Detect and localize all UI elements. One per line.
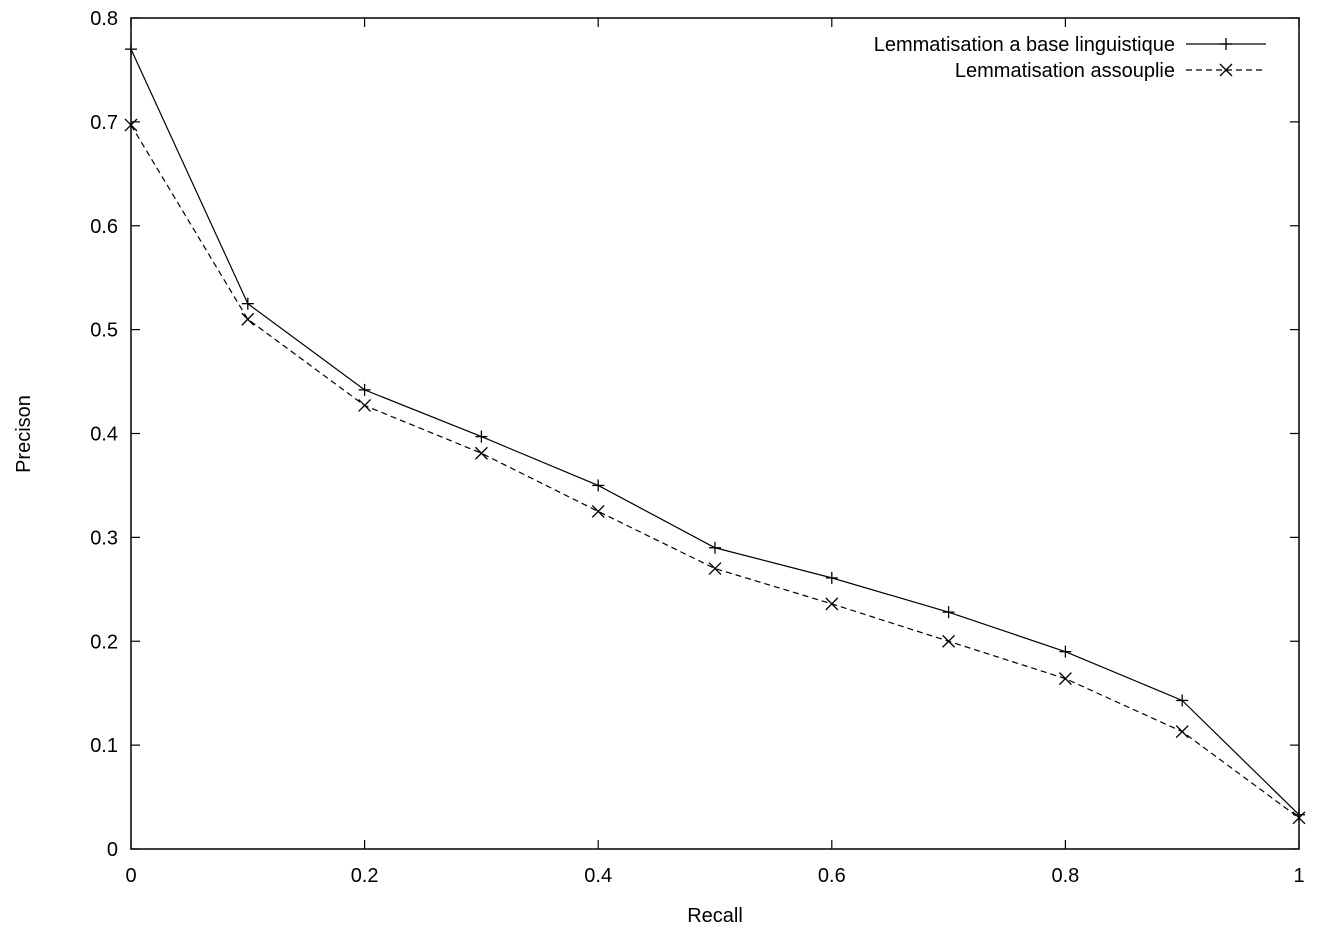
ticks-layer: 0 0.2 0.4 0.6 0.8 1 0 0.1 0.2 0.3 0.4 0.5 0.6 0.7 0.8 [90, 8, 1304, 887]
legend-entry-2: Lemmatisation assouplie [955, 60, 1266, 82]
data-point [708, 562, 722, 575]
marker-stroke [591, 504, 605, 518]
data-point [475, 430, 488, 443]
x-tick-label: 0 [125, 865, 136, 887]
series-1 [125, 43, 1305, 821]
marker-stroke [1219, 63, 1233, 77]
y-axis-title: Precison [13, 395, 35, 473]
marker-stroke [474, 446, 488, 460]
marker-stroke [825, 597, 839, 611]
data-point [1176, 694, 1189, 707]
plot-frame [130, 17, 1300, 850]
marker-stroke [1292, 811, 1306, 825]
data-point [1059, 645, 1072, 658]
data-point [1175, 725, 1189, 739]
data-point [358, 383, 371, 396]
y-tick-label: 0 [107, 839, 118, 861]
data-point [709, 541, 721, 554]
marker-stroke [358, 398, 372, 412]
data-point [241, 312, 255, 326]
legend-label: Lemmatisation a base linguistique [874, 34, 1175, 56]
x-tick-label: 0.2 [351, 865, 379, 887]
data-point [591, 504, 605, 518]
data-point [1058, 672, 1072, 686]
data-point [474, 446, 488, 460]
data-point [1292, 811, 1306, 825]
data-point [825, 597, 839, 611]
data-point [825, 571, 838, 584]
series-2 [124, 118, 1306, 825]
data-point [592, 479, 605, 492]
y-tick-label: 0.8 [90, 8, 118, 30]
data-point [125, 43, 137, 56]
marker-stroke [942, 634, 956, 648]
y-tick-label: 0.4 [90, 424, 118, 446]
marker-stroke [1175, 725, 1189, 739]
data-point [358, 398, 372, 412]
y-tick-label: 0.6 [90, 216, 118, 238]
x-tick-label: 0.6 [818, 865, 846, 887]
x-tick-label: 0.8 [1051, 865, 1079, 887]
y-tick-label: 0.5 [90, 320, 118, 342]
y-tick-label: 0.2 [90, 631, 118, 653]
y-tick-label: 0.3 [90, 527, 118, 549]
x-tick-label: 1 [1293, 865, 1304, 887]
data-point [942, 606, 955, 619]
x-tick-label: 0.4 [584, 865, 612, 887]
series-line [130, 124, 1300, 819]
data-point [241, 297, 254, 310]
x-axis-title: Recall [687, 905, 743, 927]
series-line [130, 48, 1300, 816]
legend: Lemmatisation a base linguistique Lemmati… [874, 34, 1266, 82]
legend-entry-1: Lemmatisation a base linguistique [874, 34, 1266, 56]
data-point [124, 118, 138, 132]
marker-stroke [708, 562, 722, 575]
marker-stroke [124, 118, 138, 132]
marker-stroke [1058, 672, 1072, 686]
marker-stroke [241, 312, 255, 326]
data-point [942, 634, 956, 648]
legend-label: Lemmatisation assouplie [955, 60, 1175, 82]
legend-marker [1220, 38, 1232, 50]
y-tick-label: 0.1 [90, 735, 118, 757]
series-layer [124, 43, 1306, 825]
legend-marker [1219, 63, 1233, 77]
y-tick-label: 0.7 [90, 112, 118, 134]
